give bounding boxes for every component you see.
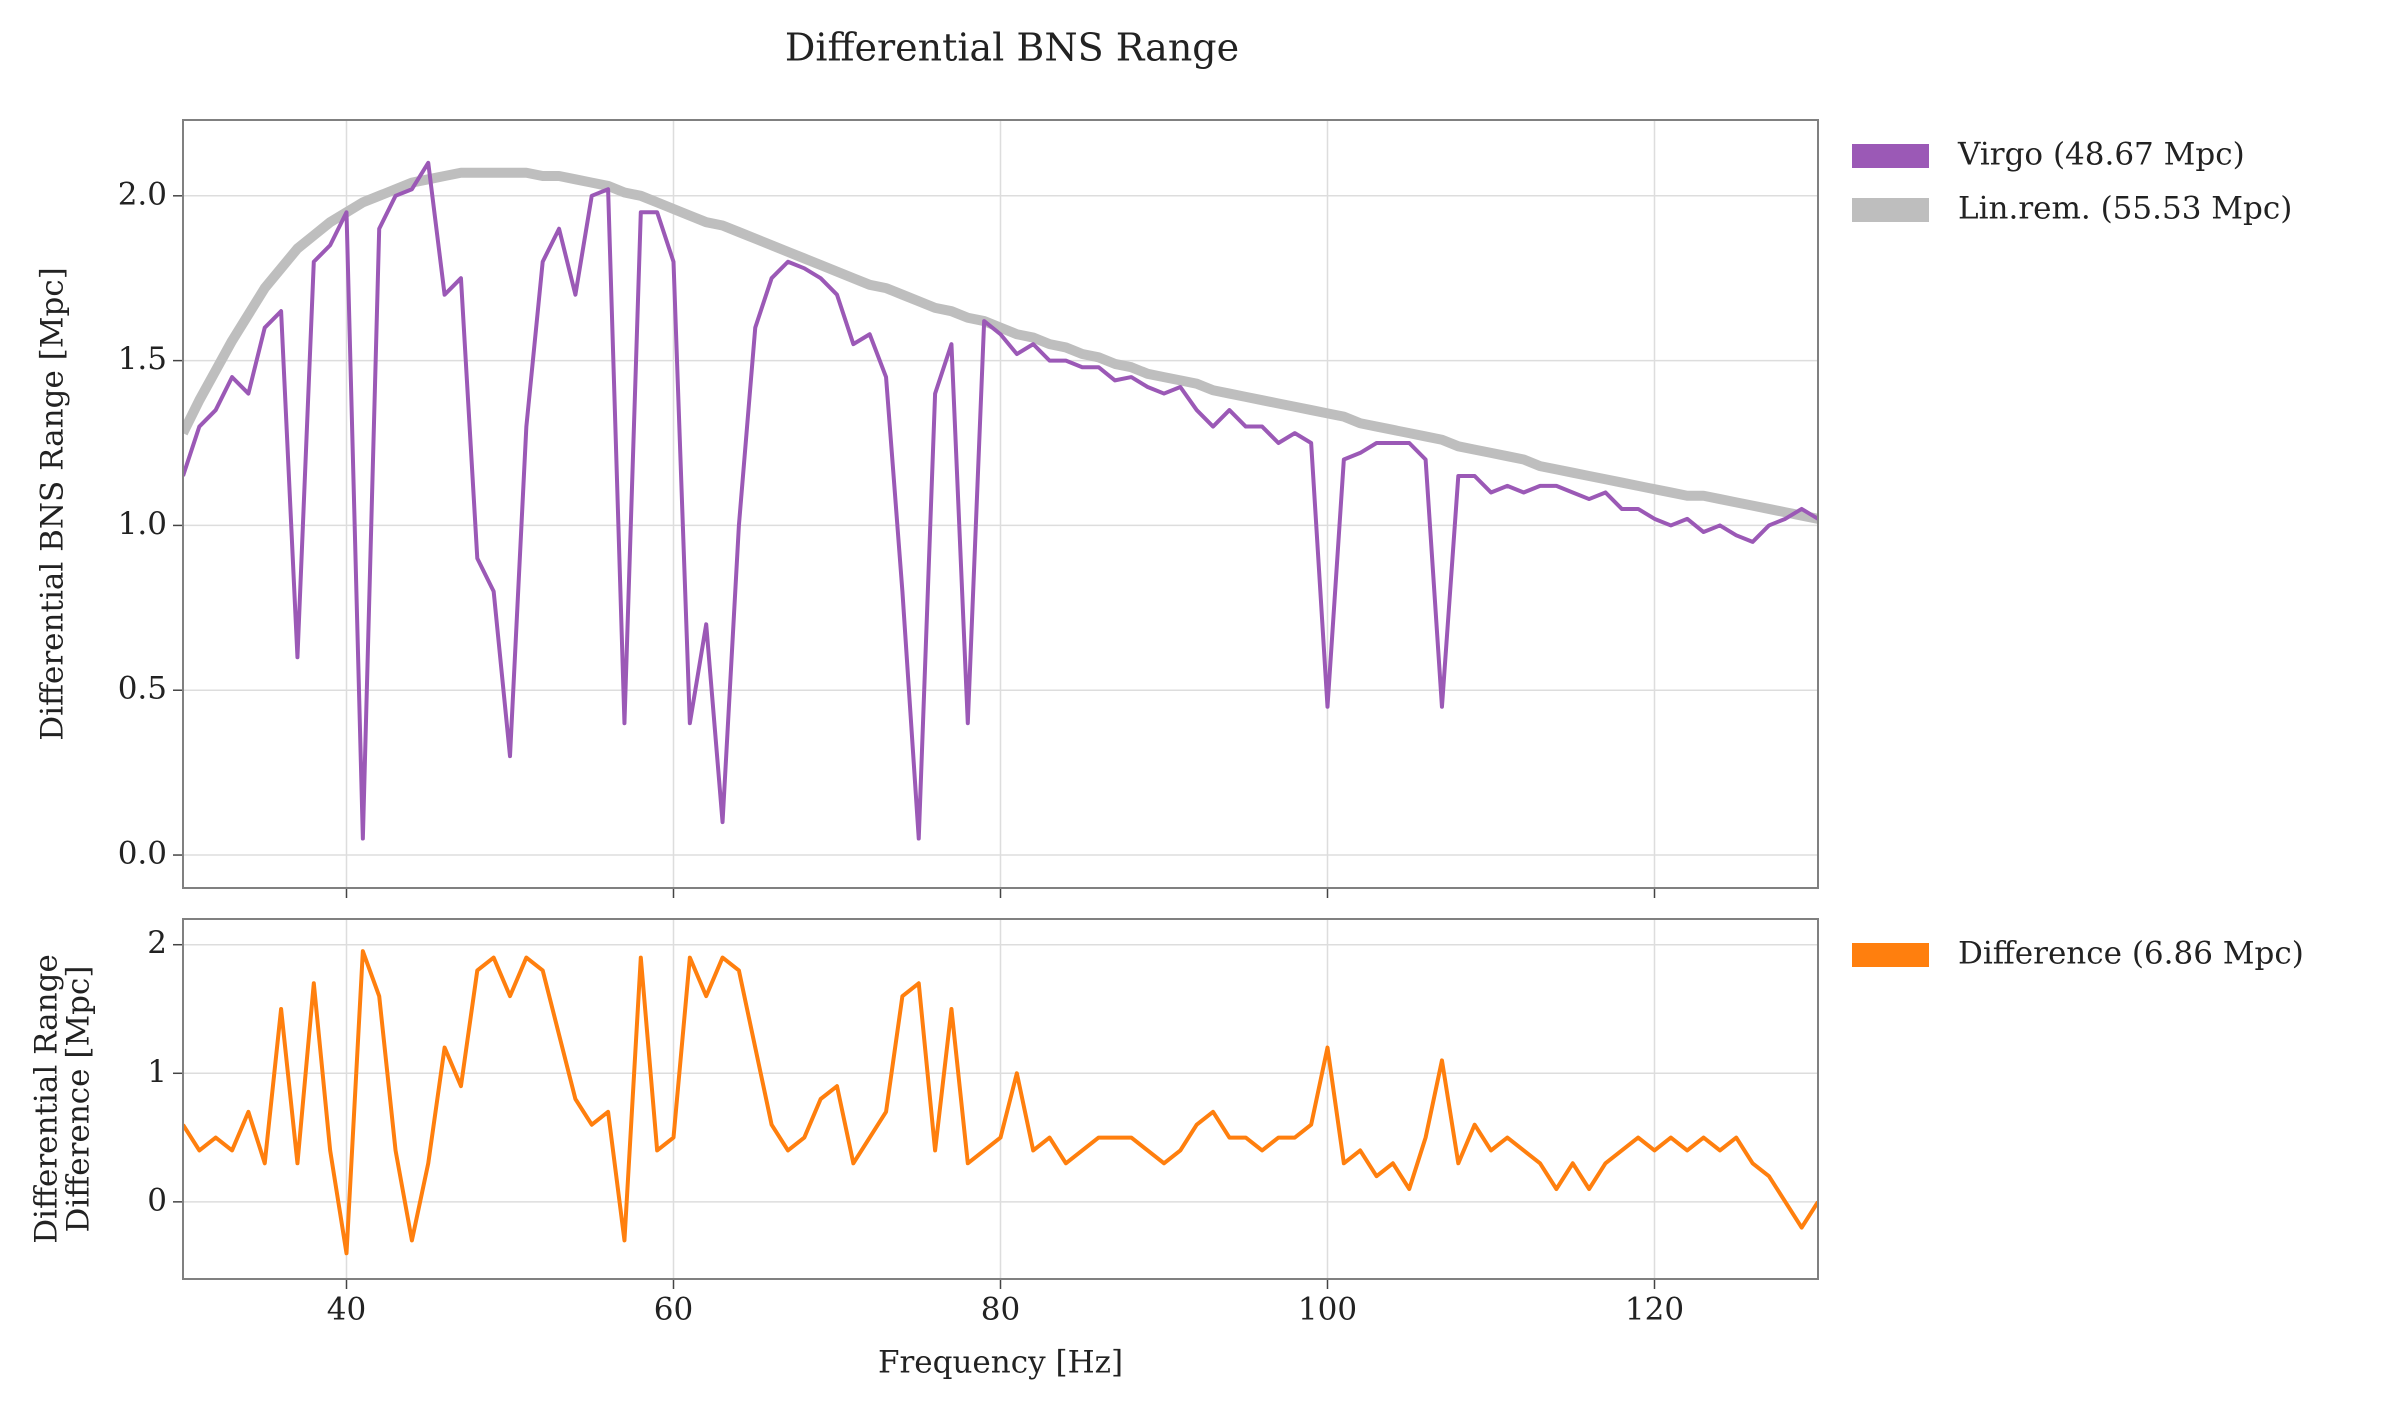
data-line [183, 167, 1818, 524]
legend-swatch [1852, 144, 1929, 168]
axes-frame [182, 918, 1819, 1280]
y-axis-label: Differential BNS Range [Mpc] [35, 267, 71, 741]
y-axis-label: Difference [Mpc] [61, 966, 97, 1233]
legend-label: Difference (6.86 Mpc) [1958, 936, 2304, 972]
y-tick-label: 0 [147, 1182, 167, 1218]
y-tick-label: 2.0 [118, 176, 167, 212]
x-axis-label: Frequency [Hz] [878, 1345, 1123, 1381]
axes-frame [182, 119, 1819, 889]
data-line [183, 949, 1818, 1256]
y-tick-label: 1.0 [118, 506, 167, 542]
x-tick-label: 100 [1298, 1292, 1357, 1328]
chart-title: Differential BNS Range [785, 26, 1239, 70]
x-tick-label: 80 [981, 1292, 1020, 1328]
x-tick-label: 120 [1625, 1292, 1684, 1328]
legend-label: Lin.rem. (55.53 Mpc) [1958, 191, 2292, 227]
y-tick-label: 0.0 [118, 836, 167, 872]
y-axis-label: Differential Range [29, 954, 65, 1244]
x-tick-label: 40 [327, 1292, 366, 1328]
y-tick-label: 2 [147, 925, 167, 961]
data-line [183, 160, 1818, 841]
legend-swatch [1852, 943, 1929, 967]
x-tick-label: 60 [654, 1292, 693, 1328]
y-tick-label: 1.5 [118, 341, 167, 377]
y-tick-label: 0.5 [118, 671, 167, 707]
legend-swatch [1852, 198, 1929, 222]
legend-label: Virgo (48.67 Mpc) [1957, 137, 2245, 173]
y-tick-label: 1 [147, 1054, 167, 1090]
